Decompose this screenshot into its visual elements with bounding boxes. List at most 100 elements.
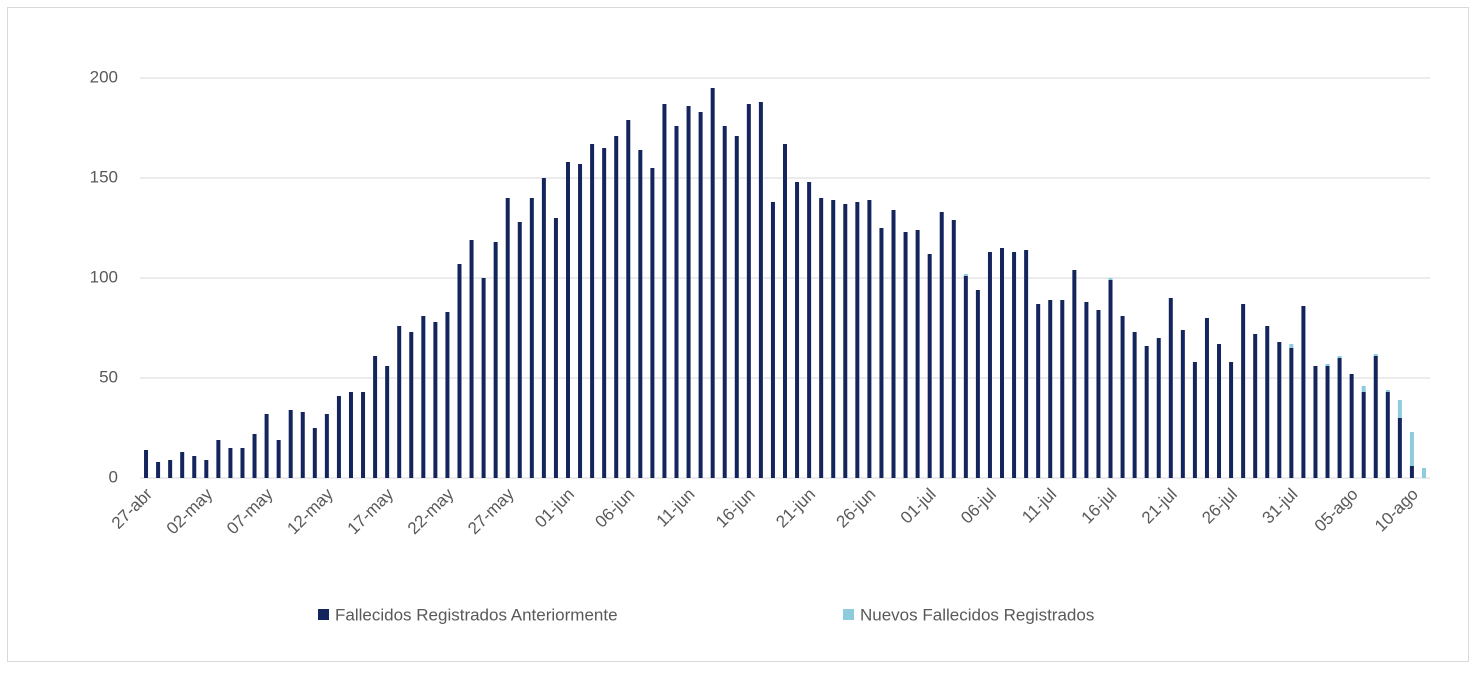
bar-segment — [1253, 334, 1258, 478]
bar-segment — [734, 136, 739, 478]
bar-segment — [783, 144, 787, 478]
bar-segment — [1349, 374, 1354, 478]
bar-segment — [795, 182, 800, 478]
legend-swatch — [843, 609, 854, 620]
bar-segment — [951, 220, 956, 478]
bar-segment — [1204, 318, 1209, 478]
bar-segment — [867, 200, 872, 478]
bar-segment — [1108, 280, 1113, 478]
bar-segment — [180, 452, 185, 478]
bar-segment — [602, 148, 607, 478]
bar-segment — [1000, 248, 1005, 478]
bar-segment — [1012, 252, 1017, 478]
legend-swatch — [318, 609, 329, 620]
bar-segment — [1313, 366, 1318, 478]
bar-segment — [1409, 466, 1414, 478]
bar-segment — [1421, 468, 1426, 478]
y-tick-label: 200 — [90, 67, 118, 86]
bar-segment — [710, 88, 715, 478]
bar-segment — [216, 440, 221, 478]
bar-segment — [963, 274, 968, 276]
bar-segment — [541, 178, 546, 478]
bar-segment — [1120, 316, 1125, 478]
bar-segment — [505, 198, 510, 478]
bar-segment — [1241, 304, 1246, 478]
bar-segment — [168, 460, 173, 478]
bar-segment — [445, 312, 450, 478]
bar-segment — [915, 230, 920, 478]
bar-segment — [638, 150, 643, 478]
bar-segment — [1217, 344, 1222, 478]
bar-segment — [578, 164, 583, 478]
bar-segment — [1180, 330, 1185, 478]
y-tick-label: 150 — [90, 167, 118, 186]
y-tick-label: 50 — [99, 367, 118, 386]
bar-segment — [228, 448, 233, 478]
bar-segment — [348, 392, 353, 478]
bar-segment — [1289, 344, 1294, 348]
bar-segment — [324, 414, 329, 478]
bar-segment — [1385, 392, 1390, 478]
bar-segment — [1084, 302, 1089, 478]
bar-segment — [1072, 270, 1077, 478]
bar-segment — [975, 290, 980, 478]
bar-segment — [1108, 278, 1113, 280]
bar-segment — [1361, 386, 1366, 392]
bar-segment — [1036, 304, 1041, 478]
bar-segment — [1132, 332, 1137, 478]
bar-segment — [626, 120, 631, 478]
bar-segment — [1301, 306, 1306, 478]
bar-segment — [903, 232, 908, 478]
bar-segment — [879, 228, 884, 478]
bar-segment — [855, 202, 860, 478]
bar-segment — [1168, 298, 1173, 478]
bar-segment — [1373, 354, 1378, 356]
bar-segment — [493, 242, 498, 478]
bar-segment — [156, 462, 161, 478]
bar-segment — [1409, 432, 1414, 466]
bar-segment — [987, 252, 992, 478]
bar-segment — [927, 254, 932, 478]
legend-label: Nuevos Fallecidos Registrados — [860, 605, 1094, 624]
bar-segment — [409, 332, 414, 478]
bar-segment — [614, 136, 619, 478]
bar-segment — [1325, 366, 1330, 478]
bar-segment — [264, 414, 269, 478]
bar-segment — [963, 276, 968, 478]
bar-segment — [276, 440, 281, 478]
bar-segment — [746, 104, 751, 478]
bar-segment — [1096, 310, 1101, 478]
bar-segment — [204, 460, 209, 478]
bar-segment — [1144, 346, 1149, 478]
bar-segment — [421, 316, 426, 478]
bar-segment — [807, 182, 812, 478]
bar-segment — [939, 212, 944, 478]
bar-segment — [1265, 326, 1270, 478]
bar-segment — [1192, 362, 1197, 478]
bar-segment — [252, 434, 257, 478]
bar-segment — [758, 102, 763, 478]
bar-segment — [361, 392, 366, 478]
bar-segment — [529, 198, 534, 478]
bar-segment — [1385, 390, 1390, 392]
bar-segment — [397, 326, 402, 478]
bar-segment — [891, 210, 896, 478]
bar-segment — [1277, 342, 1282, 478]
legend-label: Fallecidos Registrados Anteriormente — [335, 605, 618, 624]
bar-segment — [144, 450, 149, 478]
bar-segment — [1325, 364, 1330, 366]
bar-segment — [300, 412, 305, 478]
bar-segment — [1289, 348, 1294, 478]
bar-segment — [698, 112, 703, 478]
bar-segment — [1060, 300, 1065, 478]
bar-segment — [1024, 250, 1029, 478]
bar-segment — [517, 222, 522, 478]
bar-segment — [457, 264, 462, 478]
bar-segment — [722, 126, 727, 478]
bar-segment — [336, 396, 341, 478]
bar-segment — [662, 104, 667, 478]
y-tick-label: 100 — [90, 267, 118, 286]
bar-segment — [686, 106, 691, 478]
bar-segment — [1229, 362, 1234, 478]
